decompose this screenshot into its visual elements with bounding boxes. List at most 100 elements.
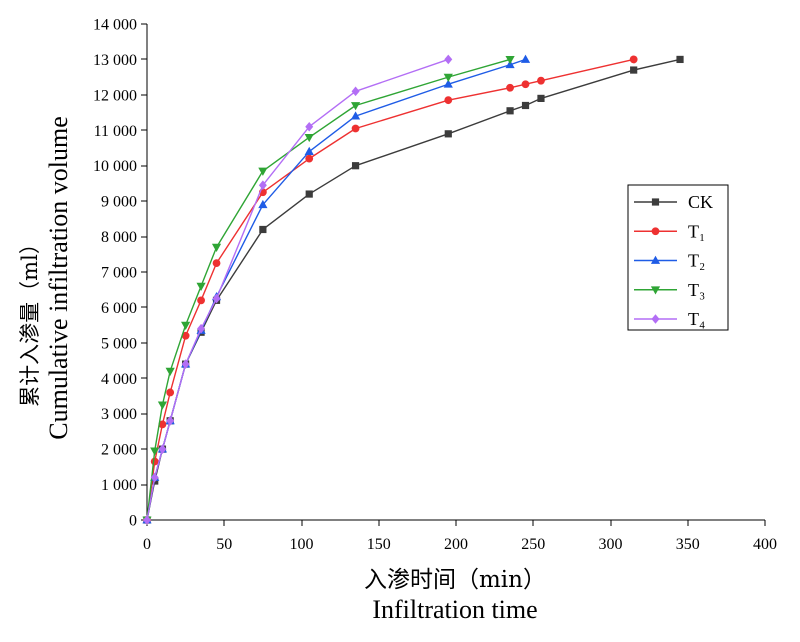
series-t3-line bbox=[146, 58, 511, 521]
plot-series bbox=[142, 54, 684, 525]
x-tick-label: 350 bbox=[676, 536, 700, 553]
series-t4-point bbox=[212, 293, 221, 304]
legend-item-t2: T₂ bbox=[634, 251, 705, 271]
y-tick-label: 13 000 bbox=[93, 52, 137, 69]
legend-swatch-marker bbox=[650, 286, 661, 295]
legend-box bbox=[627, 184, 729, 331]
series-t4-point bbox=[351, 86, 360, 97]
series-t3-point bbox=[196, 282, 206, 291]
series-t1 bbox=[143, 55, 638, 524]
y-tick-label: 9 000 bbox=[101, 194, 137, 211]
series-t4-point bbox=[143, 515, 151, 525]
series-t2-point bbox=[443, 79, 453, 88]
series-t2-point bbox=[520, 54, 531, 63]
series-ck-point bbox=[351, 162, 360, 170]
legend-item-t1: T₁ bbox=[634, 221, 705, 241]
legend-item-t4: T₄ bbox=[634, 309, 705, 329]
series-t3-point bbox=[258, 167, 268, 176]
x-tick-label: 400 bbox=[753, 536, 777, 553]
series-t3-point bbox=[505, 56, 515, 65]
series-ck-point bbox=[506, 107, 514, 115]
series-t3-point bbox=[181, 321, 191, 330]
series-t4-point bbox=[166, 416, 175, 426]
series-ck-point bbox=[444, 130, 452, 138]
series-t1-point bbox=[305, 154, 314, 163]
y-tick-label: 10 000 bbox=[93, 158, 137, 175]
legend-label: T₂ bbox=[688, 251, 705, 271]
y-tick-label: 3 000 bbox=[101, 406, 137, 423]
x-ticks: 0 50 100 150 200 250 300 350 400 bbox=[143, 520, 777, 553]
series-t1-point bbox=[166, 388, 175, 397]
series-t4-point bbox=[305, 121, 314, 132]
series-t3-point bbox=[157, 401, 168, 410]
y-tick-label: 0 bbox=[129, 513, 137, 530]
x-axis-title-zh: 入渗时间（min） bbox=[364, 567, 546, 593]
series-t2-point bbox=[350, 111, 361, 120]
series-t4 bbox=[143, 54, 453, 525]
y-tick-label: 11 000 bbox=[94, 123, 137, 140]
x-tick-label: 0 bbox=[143, 536, 151, 553]
x-axis: 0 50 100 150 200 250 300 350 400 入渗时间（min） Infil… bbox=[143, 519, 777, 624]
series-t1-point bbox=[506, 83, 514, 92]
y-axis-title-en: Cumulative infiltration volume bbox=[44, 116, 73, 440]
series-t3-point bbox=[443, 73, 453, 82]
series-ck-point bbox=[676, 55, 684, 64]
series-t3-point bbox=[304, 133, 314, 143]
legend-label: T₄ bbox=[688, 309, 705, 329]
legend-label: CK bbox=[688, 192, 713, 212]
legend-item-t3: T₃ bbox=[634, 280, 705, 300]
x-tick-label: 250 bbox=[521, 536, 545, 553]
y-tick-label: 1 000 bbox=[101, 477, 137, 494]
series-t4-point bbox=[197, 323, 206, 334]
legend-label: T₁ bbox=[688, 221, 705, 241]
x-tick-label: 100 bbox=[290, 536, 314, 553]
series-ck-point bbox=[521, 101, 530, 110]
legend-swatch-marker bbox=[651, 314, 660, 324]
series-t2-point bbox=[304, 146, 314, 155]
series-t3-point bbox=[211, 243, 222, 252]
y-tick-label: 6 000 bbox=[101, 300, 137, 317]
series-t1-point bbox=[197, 296, 205, 305]
x-tick-label: 150 bbox=[367, 536, 391, 553]
y-axis: 0 1 000 2 000 3 000 4 000 5 000 6 000 7 000 8 00… bbox=[18, 17, 148, 530]
series-t4-point bbox=[444, 54, 453, 65]
legend: CK T₁ T₂ T₃ T₄ bbox=[627, 184, 729, 331]
y-tick-label: 7 000 bbox=[101, 265, 137, 282]
series-t3 bbox=[142, 56, 515, 525]
series-t4-point bbox=[181, 359, 190, 369]
x-axis-title-en: Infiltration time bbox=[372, 595, 537, 624]
x-tick-label: 300 bbox=[599, 536, 623, 553]
legend-swatch-marker bbox=[650, 255, 661, 264]
y-tick-label: 12 000 bbox=[93, 87, 137, 104]
series-t2-line bbox=[146, 58, 527, 521]
y-axis-title-zh: 累计入渗量（ml） bbox=[18, 233, 42, 407]
series-t4-line bbox=[146, 58, 449, 521]
y-tick-label: 5 000 bbox=[101, 335, 137, 352]
y-tick-label: 8 000 bbox=[101, 229, 137, 246]
series-t1-point bbox=[351, 124, 360, 133]
series-t1-point bbox=[537, 76, 545, 85]
legend-swatch-marker bbox=[651, 198, 660, 206]
series-ck-point bbox=[537, 94, 545, 102]
x-tick-label: 50 bbox=[216, 536, 232, 553]
y-tick-label: 2 000 bbox=[101, 442, 137, 459]
series-t4-point bbox=[258, 180, 267, 190]
x-tick-label: 200 bbox=[444, 536, 468, 553]
y-tick-label: 4 000 bbox=[101, 371, 137, 388]
series-t1-point bbox=[629, 55, 638, 64]
series-ck-line bbox=[146, 58, 681, 521]
series-t3-point bbox=[165, 367, 175, 376]
legend-label: T₃ bbox=[688, 280, 705, 300]
series-t1-point bbox=[521, 80, 530, 89]
series-t1-point bbox=[212, 259, 221, 268]
series-t1-point bbox=[181, 331, 190, 340]
series-ck bbox=[143, 55, 684, 524]
series-t2-point bbox=[258, 199, 268, 209]
series-ck-point bbox=[305, 190, 313, 198]
series-t3-point bbox=[150, 447, 160, 456]
series-t4-point bbox=[158, 444, 167, 454]
legend-item-ck: CK bbox=[634, 192, 713, 212]
series-t1-point bbox=[150, 457, 159, 466]
series-ck-point bbox=[630, 66, 638, 74]
